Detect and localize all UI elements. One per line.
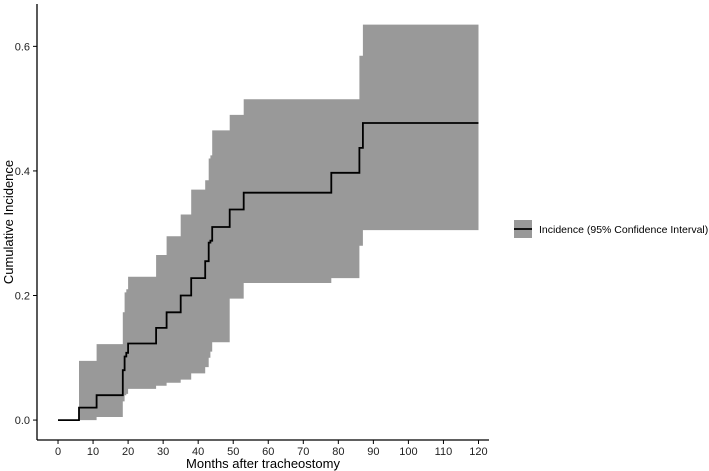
incidence-step-line xyxy=(58,122,479,421)
x-tick-label: 70 xyxy=(297,446,309,458)
confidence-band xyxy=(58,24,479,421)
y-axis-title: Cumulative Incidence xyxy=(1,160,16,284)
x-tick-label: 30 xyxy=(157,446,169,458)
x-tick-label: 10 xyxy=(87,446,99,458)
x-tick-label: 40 xyxy=(192,446,204,458)
x-tick-label: 90 xyxy=(367,446,379,458)
y-tick-label: 0.0 xyxy=(15,415,30,427)
x-tick-label: 100 xyxy=(399,446,417,458)
x-axis-title: Months after tracheostomy xyxy=(186,456,340,471)
y-axis-ticks: 0.0 0.2 0.4 0.6 xyxy=(15,41,37,427)
x-tick-label: 120 xyxy=(469,446,487,458)
x-tick-label: 60 xyxy=(262,446,274,458)
x-tick-label: 110 xyxy=(435,446,453,458)
y-tick-label: 0.4 xyxy=(15,166,30,178)
x-tick-label: 50 xyxy=(227,446,239,458)
x-tick-label: 0 xyxy=(55,446,61,458)
x-tick-label: 20 xyxy=(122,446,134,458)
incidence-line-layer xyxy=(58,122,479,421)
legend: Incidence (95% Confidence Interval) xyxy=(514,220,708,238)
legend-label: Incidence (95% Confidence Interval) xyxy=(539,224,708,236)
y-tick-label: 0.6 xyxy=(15,41,30,53)
y-tick-label: 0.2 xyxy=(15,290,30,302)
x-axis-ticks: 0 10 20 30 40 50 60 70 80 90 100 110 120 xyxy=(55,440,488,458)
confidence-band-layer xyxy=(58,24,479,421)
x-tick-label: 80 xyxy=(332,446,344,458)
